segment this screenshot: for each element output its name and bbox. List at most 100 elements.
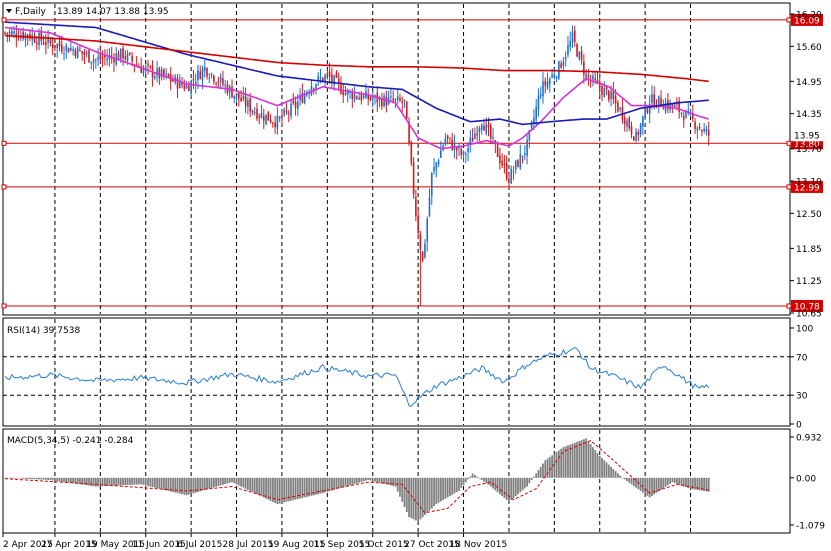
macd-histogram-bar (376, 477, 379, 483)
macd-histogram-bar (303, 477, 306, 498)
candle-body (210, 73, 213, 76)
candle-body (251, 110, 254, 112)
macd-histogram-bar (51, 477, 54, 481)
macd-histogram-bar (183, 477, 186, 495)
candle-body (626, 120, 628, 127)
macd-histogram-bar (122, 477, 124, 486)
macd-histogram-bar (296, 477, 299, 500)
candle-body (22, 31, 24, 39)
candle-body (478, 127, 481, 133)
macd-histogram-bar (115, 477, 118, 486)
macd-histogram-bar (496, 477, 499, 493)
candle-body (117, 53, 120, 60)
level-tag (791, 299, 823, 312)
macd-histogram-bar (537, 470, 540, 478)
candle-body (333, 75, 335, 85)
macd-histogram-bar (526, 477, 528, 487)
macd-histogram-bar (514, 477, 517, 497)
macd-histogram-bar (244, 477, 247, 489)
level-anchor-left[interactable] (1, 184, 7, 190)
macd-histogram-bar (362, 477, 365, 482)
price-tick-label: 13.10 (796, 178, 822, 188)
candle-body (56, 44, 59, 49)
macd-histogram-bar (424, 477, 426, 515)
candle-body (549, 78, 551, 85)
macd-histogram-bar (553, 453, 556, 478)
macd-histogram-bar (267, 477, 270, 500)
macd-histogram-bar (539, 466, 542, 478)
candle-body (303, 93, 306, 103)
macd-histogram-bar (10, 477, 13, 479)
macd-histogram-bar (498, 477, 501, 495)
macd-histogram-bar (671, 477, 674, 483)
macd-histogram-bar (417, 477, 420, 522)
macd-histogram-bar (249, 477, 252, 491)
candle-body (346, 89, 349, 95)
level-anchor-right[interactable] (786, 17, 792, 23)
candle-body (619, 107, 621, 110)
macd-histogram-bar (319, 477, 322, 494)
candle-body (240, 97, 242, 102)
candle-body (113, 57, 115, 63)
macd-histogram-bar (637, 477, 640, 490)
macd-histogram-bar (233, 477, 236, 484)
macd-histogram-bar (503, 477, 506, 499)
candle-body (535, 106, 537, 120)
candle-body (617, 102, 619, 112)
price-axis: 16.20 15.60 14.95 14.35 13.70 13.10 12.50 11.85… (790, 11, 823, 320)
macd-histogram-bar (124, 477, 127, 486)
candle-body (344, 92, 347, 95)
level-anchor-left[interactable] (1, 140, 7, 146)
macd-histogram-bar (133, 477, 136, 485)
macd-histogram-bar (265, 477, 267, 499)
level-anchor-left[interactable] (1, 303, 7, 309)
macd-histogram-bar (644, 477, 647, 495)
candle-body (238, 92, 240, 99)
macd-histogram-bar (72, 477, 74, 484)
macd-histogram-bar (562, 447, 565, 478)
candle-body (630, 125, 633, 135)
candle-body (328, 71, 331, 77)
candle-body (33, 36, 36, 43)
macd-histogram-bar (33, 477, 36, 480)
candle-body (85, 52, 88, 55)
macd-histogram-bar (340, 477, 342, 488)
level-anchor-right[interactable] (786, 140, 792, 146)
candle-body (219, 76, 222, 82)
macd-histogram-bar (535, 473, 538, 478)
candle-body (176, 77, 179, 89)
candle-body (183, 85, 186, 90)
candle-body (385, 96, 388, 106)
macd-histogram-bar (342, 477, 345, 488)
macd-histogram-bar (355, 477, 358, 484)
candle-body (421, 251, 424, 261)
macd-histogram-bar (153, 477, 156, 488)
candle-body (310, 86, 313, 95)
level-anchor-left[interactable] (1, 17, 7, 23)
macd-histogram-bar (140, 477, 143, 485)
candle-body (124, 56, 127, 59)
macd-histogram-bar (460, 477, 463, 488)
macd-histogram-bar (569, 444, 572, 478)
macd-histogram-bar (333, 477, 336, 490)
candle-body (585, 73, 587, 78)
macd-histogram-bar (378, 477, 381, 483)
macd-histogram-bar (81, 477, 84, 485)
macd-histogram-bar (664, 477, 667, 487)
candle-body (467, 147, 469, 153)
level-anchor-right[interactable] (786, 303, 792, 309)
macd-histogram-bar (567, 445, 569, 478)
macd-signal-line (4, 440, 709, 514)
macd-histogram-bar (215, 477, 218, 487)
dropdown-triangle-icon[interactable] (6, 9, 12, 13)
candle-body (290, 103, 292, 117)
candle-body (685, 110, 687, 119)
candle-body (351, 92, 354, 100)
rsi-tick-label: 0 (796, 421, 802, 431)
macd-histogram-bar (626, 477, 628, 482)
macd-histogram-bar (571, 443, 574, 478)
candle-body (596, 79, 599, 82)
level-anchor-right[interactable] (786, 184, 792, 190)
macd-histogram-bar (85, 477, 88, 486)
